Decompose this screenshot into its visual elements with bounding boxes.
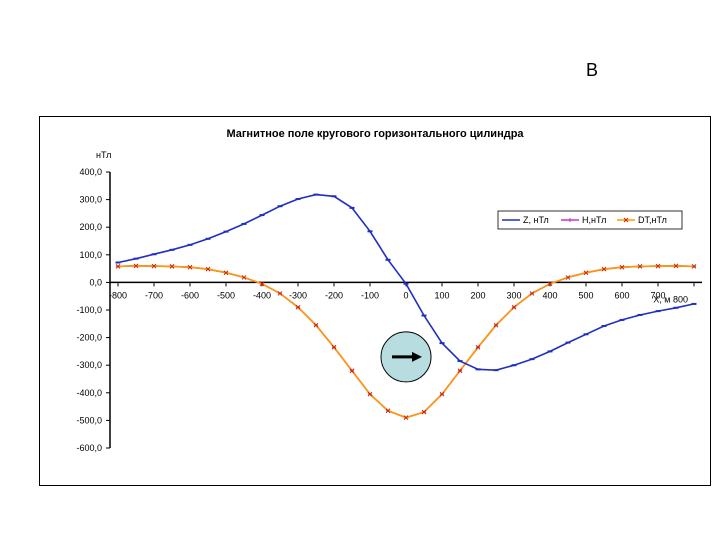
series-point-2 (367, 391, 373, 397)
series-point-2 (619, 264, 625, 270)
series-point-2 (565, 275, 571, 280)
series-point-2 (241, 275, 247, 280)
legend-box (497, 210, 683, 230)
y-tick-label: 100,0 (79, 250, 102, 260)
legend-label-1: H,нТл (582, 215, 606, 225)
series-point-2 (547, 281, 553, 287)
y-tick-label: 0,0 (89, 277, 102, 287)
x-tick-label: -300 (289, 290, 307, 300)
y-tick-label: -200,0 (76, 333, 102, 343)
y-tick-label: 300,0 (79, 195, 102, 205)
x-tick-label: -700 (145, 290, 163, 300)
y-axis-label: нТл (96, 150, 111, 160)
x-axis-label: X, м 800 (653, 294, 688, 304)
x-tick-label: -100 (361, 290, 379, 300)
legend-label-0: Z, нТл (523, 215, 549, 225)
series-point-2 (385, 408, 391, 414)
series-point-2 (277, 291, 283, 296)
series-point-2 (691, 264, 697, 269)
series-point-2 (349, 368, 355, 374)
x-tick-label: -500 (217, 290, 235, 300)
series-point-2 (583, 270, 589, 276)
series-point-2 (313, 322, 319, 328)
series-point-2 (457, 368, 463, 374)
series-point-2 (637, 264, 643, 269)
legend-label-2: DT,нТл (638, 215, 667, 225)
series-point-2 (223, 270, 229, 276)
y-tick-label: 400,0 (79, 167, 102, 177)
x-tick-label: 500 (578, 290, 593, 300)
x-tick-label: 200 (470, 290, 485, 300)
legend-marker-2 (623, 217, 629, 223)
series-point-2 (655, 263, 661, 269)
series-point-2 (439, 391, 445, 397)
y-tick-label: -500,0 (76, 415, 102, 425)
series-point-2 (187, 264, 193, 270)
x-tick-label: 300 (506, 290, 521, 300)
y-tick-label: 200,0 (79, 222, 102, 232)
x-tick-label: -200 (325, 290, 343, 300)
x-tick-label: 700 (650, 290, 665, 300)
y-tick-label: -400,0 (76, 388, 102, 398)
series-point-2 (403, 415, 409, 420)
chart-frame (39, 116, 711, 486)
x-tick-label: -600 (181, 290, 199, 300)
series-point-2 (295, 304, 301, 310)
series-point-2 (331, 344, 337, 350)
series-point-2 (475, 344, 481, 350)
series-point-2 (673, 263, 679, 269)
series-point-2 (421, 409, 427, 415)
series-point-2 (511, 304, 517, 310)
x-tick-label: -800 (109, 290, 127, 300)
series-point-2 (115, 264, 121, 269)
y-tick-label: -300,0 (76, 360, 102, 370)
series-point-2 (169, 264, 175, 269)
x-tick-label: 600 (614, 290, 629, 300)
x-tick-label: 0 (403, 290, 408, 300)
x-tick-label: -400 (253, 290, 271, 300)
magnetization-arrow-head (412, 351, 422, 362)
chart-title: Магнитное поле кругового горизонтального… (226, 128, 524, 140)
y-tick-label: -600,0 (76, 443, 102, 453)
series-point-2 (205, 266, 211, 272)
x-tick-label: 100 (434, 290, 449, 300)
series-point-2 (259, 281, 265, 287)
y-tick-label: -100,0 (76, 305, 102, 315)
slide-corner-label: В (586, 60, 599, 80)
series-point-2 (529, 291, 535, 296)
series-point-2 (601, 266, 607, 272)
x-tick-label: 400 (542, 290, 557, 300)
series-point-2 (133, 263, 139, 269)
series-point-2 (493, 322, 499, 328)
series-point-2 (151, 263, 157, 269)
